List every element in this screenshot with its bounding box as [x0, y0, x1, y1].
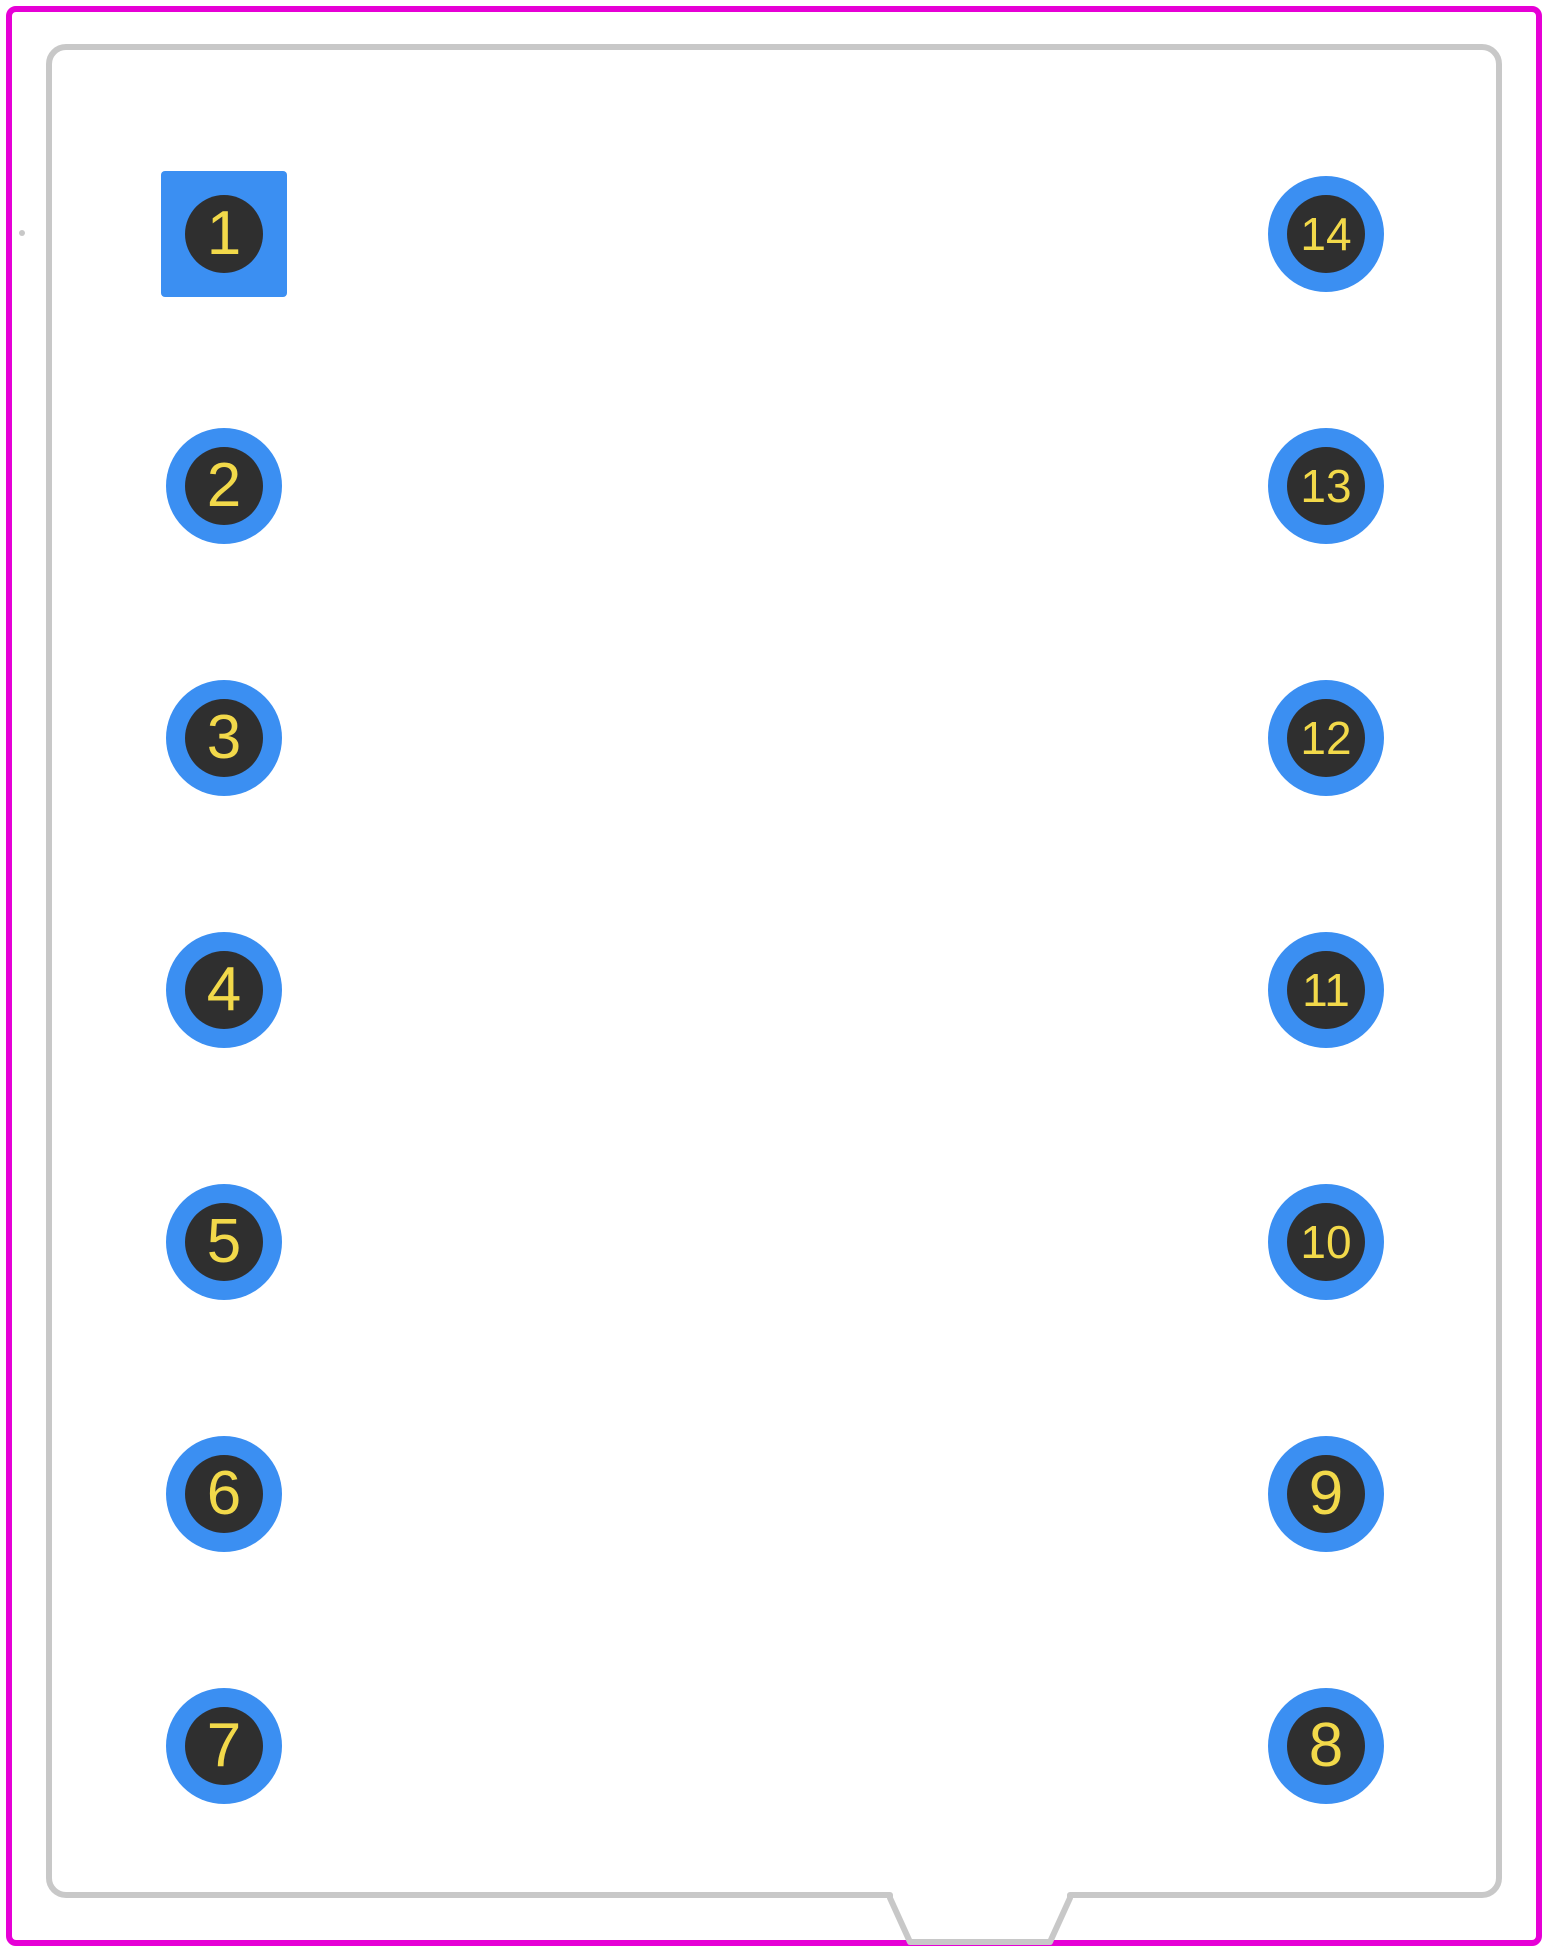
pad-label: 10: [1300, 1219, 1351, 1265]
pad-hole-icon: 13: [1287, 447, 1365, 525]
pad-label: 1: [207, 203, 241, 265]
pad-13: 13: [1268, 428, 1384, 544]
pad-label: 8: [1309, 1715, 1343, 1777]
pad-hole-icon: 14: [1287, 195, 1365, 273]
pad-hole-icon: 4: [185, 951, 263, 1029]
pad-9: 9: [1268, 1436, 1384, 1552]
pad-2: 2: [166, 428, 282, 544]
origin-marker-icon: [19, 230, 25, 236]
pad-label: 7: [207, 1715, 241, 1777]
pad-5: 5: [166, 1184, 282, 1300]
pad-12: 12: [1268, 680, 1384, 796]
pad-14: 14: [1268, 176, 1384, 292]
pad-11: 11: [1268, 932, 1384, 1048]
pad-8: 8: [1268, 1688, 1384, 1804]
pad-label: 6: [207, 1463, 241, 1525]
pad-hole-icon: 6: [185, 1455, 263, 1533]
pad-label: 9: [1309, 1463, 1343, 1525]
pad-label: 3: [207, 707, 241, 769]
pad-hole-icon: 12: [1287, 699, 1365, 777]
pad-label: 12: [1300, 715, 1351, 761]
pad-7: 7: [166, 1688, 282, 1804]
pad-1: 1: [161, 171, 287, 297]
pad-hole-icon: 5: [185, 1203, 263, 1281]
pad-label: 11: [1302, 967, 1350, 1013]
footprint-canvas: 1234567891011121314: [0, 0, 1548, 1952]
pad-label: 14: [1300, 211, 1351, 257]
pad-hole-icon: 2: [185, 447, 263, 525]
pad-label: 13: [1300, 463, 1351, 509]
pad-hole-icon: 9: [1287, 1455, 1365, 1533]
pad-hole-icon: 11: [1287, 951, 1365, 1029]
pad-10: 10: [1268, 1184, 1384, 1300]
pad-hole-icon: 1: [185, 195, 263, 273]
pad-6: 6: [166, 1436, 282, 1552]
pad-hole-icon: 8: [1287, 1707, 1365, 1785]
pad-hole-icon: 3: [185, 699, 263, 777]
pad-hole-icon: 10: [1287, 1203, 1365, 1281]
pad-4: 4: [166, 932, 282, 1048]
pad-hole-icon: 7: [185, 1707, 263, 1785]
pad-label: 2: [207, 455, 241, 517]
pad-label: 5: [207, 1211, 241, 1273]
pad-label: 4: [207, 959, 241, 1021]
pad-3: 3: [166, 680, 282, 796]
